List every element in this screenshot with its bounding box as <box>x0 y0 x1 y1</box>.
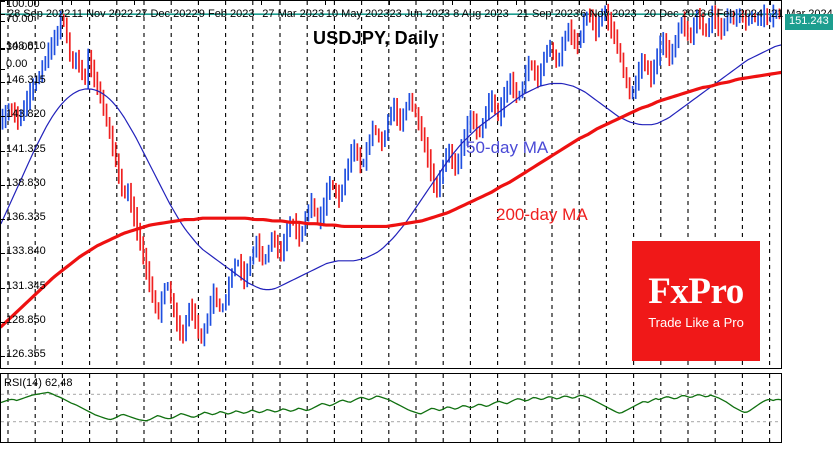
date-axis-label: 23 Jun 2023 <box>389 8 451 20</box>
price-axis-spine <box>0 0 1 369</box>
price-axis-tick <box>0 184 5 186</box>
rsi-readout: RSI(14) 62,48 <box>4 377 73 389</box>
date-axis-tick <box>515 0 517 5</box>
date-axis-tick <box>197 0 199 5</box>
date-axis-label: 8 Aug 2023 <box>453 8 509 20</box>
date-axis-tick <box>7 0 8 5</box>
price-axis-label: 148.810 <box>6 39 46 52</box>
price-axis-label: 143.820 <box>6 108 46 121</box>
date-axis-label: 28 Sep 2022 <box>8 8 71 20</box>
rsi-axis: 100.00 70.00 30.00 0.00 <box>0 0 53 439</box>
price-axis-tick <box>0 116 5 118</box>
date-axis-tick <box>452 0 454 5</box>
rsi-axis-label: 100.00 <box>6 0 40 10</box>
rsi-axis-spine <box>0 0 1 70</box>
fxpro-tagline: Trade Like a Pro <box>648 315 744 330</box>
rsi-axis-label: 30.00 <box>6 40 34 53</box>
price-axis-label: 136.335 <box>6 211 46 224</box>
price-axis-tick <box>0 219 5 221</box>
date-axis-label: 21 Sep 2023 <box>516 8 580 20</box>
price-axis-tick <box>0 47 5 49</box>
date-axis-tick <box>388 0 390 5</box>
fxpro-logo: FxPro Trade Like a Pro <box>632 241 760 361</box>
price-axis-tick <box>0 356 5 358</box>
date-axis-label: 27 Dec 2022 <box>135 8 198 20</box>
date-axis-tick <box>134 0 136 5</box>
price-axis-tick <box>0 287 5 289</box>
price-axis: 148.810 146.315 143.820 141.325 138.830 136.3… <box>0 0 53 369</box>
chart-title: USDJPY, Daily <box>313 28 439 48</box>
date-axis-tick <box>770 0 771 5</box>
last-price-badge: 151.243 <box>785 14 833 30</box>
price-axis-tick <box>0 150 5 152</box>
date-axis-tick <box>70 0 72 5</box>
date-axis-label: 20 Dec 2023 <box>643 8 707 20</box>
price-axis-label: 146.315 <box>6 73 46 86</box>
ma200-annotation: 200-day MA <box>496 205 588 224</box>
date-axis-label: 6 Nov 2023 <box>580 8 637 20</box>
date-axis-tick <box>324 0 326 5</box>
price-axis-label: 126.355 <box>6 348 46 361</box>
price-axis-label: 138.830 <box>6 176 46 189</box>
rsi-axis-tick <box>0 48 5 50</box>
price-axis-tick <box>0 14 5 16</box>
rsi-axis-tick <box>0 69 5 70</box>
rsi-axis-tick <box>0 21 5 23</box>
date-axis-label: 6 Feb 2024 <box>707 8 764 20</box>
fxpro-wordmark: FxPro <box>648 271 744 312</box>
ma50-annotation: 50-day MA <box>466 138 549 157</box>
date-axis-label: 11 Nov 2022 <box>71 8 134 20</box>
date-axis-tick <box>261 0 263 5</box>
price-axis-label: 133.840 <box>6 245 46 258</box>
price-axis-tick <box>0 81 5 83</box>
date-axis-label: 10 May 2023 <box>325 8 390 20</box>
price-axis-label: 141.325 <box>6 142 46 155</box>
rsi-plot-area <box>1 374 781 442</box>
date-axis-label: 9 Feb 2023 <box>198 8 255 20</box>
date-axis-tick <box>642 0 644 5</box>
price-axis-label: 131.345 <box>6 279 46 292</box>
date-axis-label: 27 Mar 2023 <box>262 8 325 20</box>
rsi-axis-label: 70.00 <box>6 13 34 26</box>
date-axis-tick <box>579 0 581 5</box>
rsi-axis-label: 0.00 <box>6 58 28 70</box>
rsi-axis-tick <box>0 1 5 2</box>
rsi-chart-panel <box>0 373 782 443</box>
price-axis-label: 128.850 <box>6 314 46 326</box>
price-axis-tick <box>0 253 5 255</box>
price-axis-tick <box>0 322 5 323</box>
date-axis-tick <box>706 0 708 5</box>
